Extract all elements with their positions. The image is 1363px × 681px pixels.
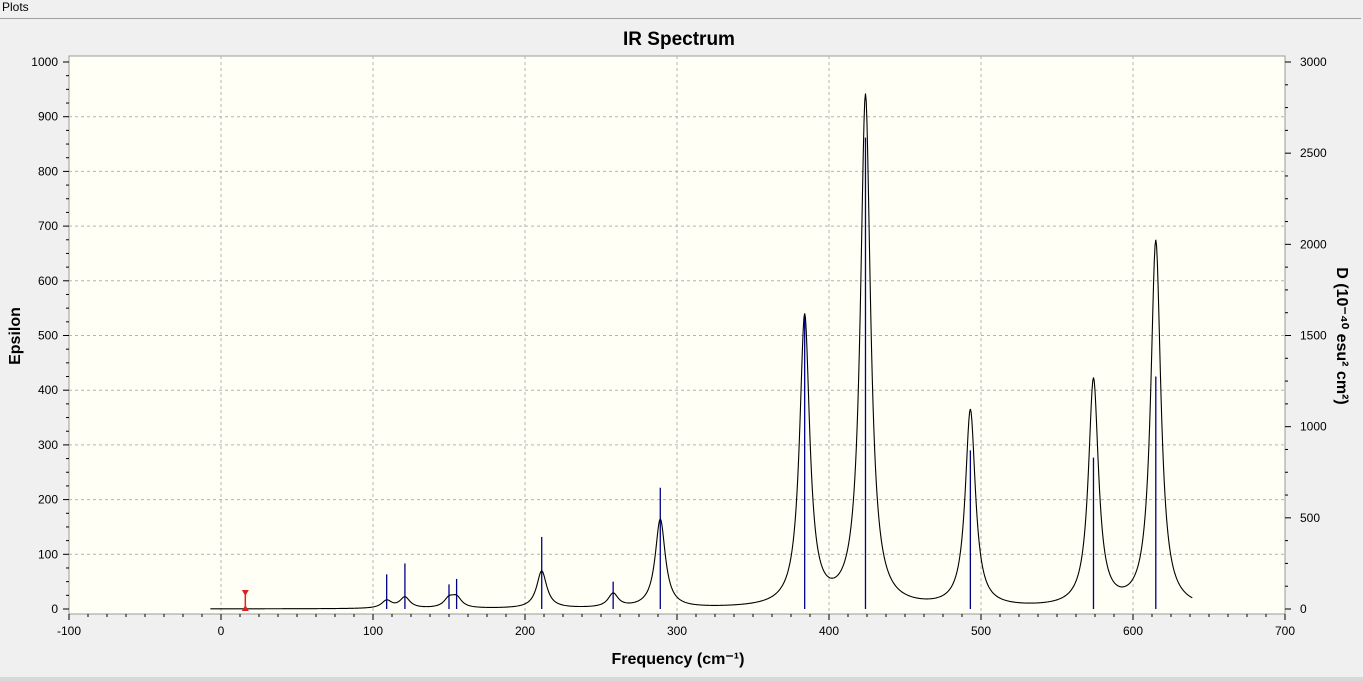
y-tick-label: 300: [38, 438, 58, 452]
menu-bar: Plots: [0, 0, 1363, 15]
chart-title: IR Spectrum: [623, 29, 735, 50]
y2-tick-label: 500: [1300, 511, 1320, 525]
y-tick-label: 600: [38, 274, 58, 288]
y-tick-label: 800: [38, 164, 58, 178]
x-tick-label: 400: [819, 624, 839, 638]
y2-tick-label: 0: [1300, 602, 1307, 616]
x-tick-label: 300: [667, 624, 687, 638]
y2-axis-label: D (10⁻⁴⁰ esu² cm²): [1333, 267, 1350, 404]
x-tick-label: 500: [971, 624, 991, 638]
y-tick-label: 500: [38, 329, 58, 343]
y2-tick-label: 2500: [1300, 146, 1327, 160]
grid-lines: [69, 56, 1285, 614]
y-tick-label: 400: [38, 383, 58, 397]
x-tick-label: -100: [57, 624, 81, 638]
frequency-marker[interactable]: [241, 590, 249, 611]
y2-tick-label: 3000: [1300, 55, 1327, 69]
y-tick-label: 1000: [31, 55, 58, 69]
x-tick-label: 700: [1275, 624, 1295, 638]
axes: -100 0 100 200 300 400 500 600 700 0 100 200 300 400 5…: [31, 55, 1327, 638]
y-axis-label: Epsilon: [7, 307, 24, 365]
ir-curve: [210, 93, 1193, 610]
y2-tick-label: 1500: [1300, 329, 1327, 343]
y-tick-label: 100: [38, 547, 58, 561]
x-tick-label: 0: [218, 624, 225, 638]
y-tick-label: 900: [38, 110, 58, 124]
y-tick-label: 0: [51, 602, 58, 616]
status-strip: [0, 677, 1363, 681]
x-tick-label: 200: [515, 624, 535, 638]
plots-menu[interactable]: Plots: [2, 0, 29, 14]
y-tick-label: 200: [38, 493, 58, 507]
marker-top-triangle: [241, 590, 249, 596]
x-axis-label: Frequency (cm⁻¹): [612, 651, 745, 668]
y2-tick-label: 2000: [1300, 237, 1327, 251]
marker-bottom-triangle: [241, 605, 249, 611]
stick-spectrum: [386, 137, 1157, 609]
y2-tick-label: 1000: [1300, 420, 1327, 434]
x-tick-label: 100: [363, 624, 383, 638]
x-tick-label: 600: [1123, 624, 1143, 638]
y-tick-label: 700: [38, 219, 58, 233]
